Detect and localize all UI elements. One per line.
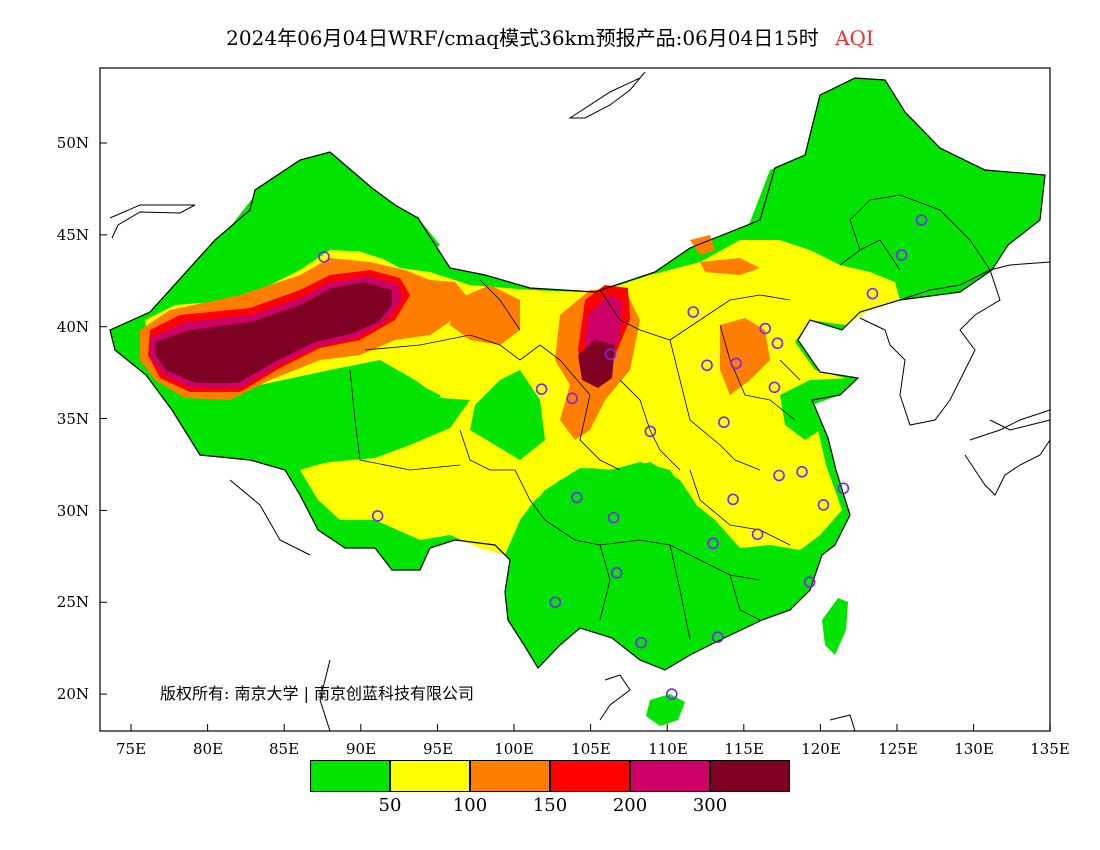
station-marker [803,576,816,588]
lat-label-40n: 40N [56,318,89,336]
legend-swatch-moderate [390,760,470,792]
lon-label-85e: 85E [268,740,300,758]
aqi-good-xinjiang-north [220,152,440,262]
station-marker [610,567,623,579]
station-marker [768,381,781,394]
legend-label-100: 100 [452,795,488,816]
legend-swatch-very-unhealthy [630,760,710,792]
station-marker [549,596,562,609]
station-marker [866,287,879,300]
lat-label-25n: 25N [56,593,89,611]
station-marker [727,493,739,506]
lon-label-105e: 105E [571,740,611,758]
legend-label-300: 300 [692,795,728,816]
legend-swatch-good [310,760,390,792]
aqi-good-shandong [780,378,855,440]
station-marker [635,636,647,649]
province-boundaries [349,194,991,641]
station-marker [751,528,764,541]
lon-label-110e: 110E [648,740,688,758]
station-marker [837,482,850,495]
map-title: 2024年06月04日WRF/cmaq模式36km预报产品:06月04日15时 … [0,22,1100,51]
lon-label-100e: 100E [494,740,534,758]
aqi-hazardous-tarim [155,282,392,383]
station-marker [535,383,548,395]
station-marker [318,251,330,263]
legend-label-200: 200 [612,795,648,816]
lon-label-80e: 80E [192,740,224,758]
legend-swatch-hazardous [710,760,790,792]
station-marker [895,249,908,261]
station-marker [915,214,928,226]
aqi-good-qinghai [290,375,445,468]
legend-label-150: 150 [532,795,568,816]
station-marker [566,392,579,405]
station-marker [796,466,808,478]
station-marker [707,537,719,550]
station-marker [771,337,784,350]
map-title-main: 2024年06月04日WRF/cmaq模式36km预报产品:06月04日15时 [226,26,819,50]
map-frame [99,67,1051,732]
station-marker [644,425,657,438]
lon-label-120e: 120E [801,740,841,758]
aqi-usg-inner-mongolia [450,285,520,345]
legend-swatch-unhealthy [550,760,630,792]
station-marker [759,322,772,335]
lon-label-75e: 75E [115,740,147,758]
station-marker [371,510,384,522]
lon-label-95e: 95E [422,740,454,758]
lon-label-90e: 90E [345,740,377,758]
station-marker [607,511,620,524]
lat-label-45n: 45N [56,226,89,244]
coastlines [109,71,1050,731]
legend-swatch-usg [470,760,550,792]
copyright-notice: 版权所有: 南京大学 | 南京创蓝科技有限公司 [160,684,475,703]
lon-label-125e: 125E [878,740,918,758]
lat-label-20n: 20N [56,685,89,703]
aqi-good-northeast [745,78,1045,296]
station-marker [604,348,617,361]
lat-label-30n: 30N [56,502,89,520]
lon-label-135e: 135E [1030,740,1070,758]
aqi-usg-northeast-strip [690,235,760,275]
lon-label-130e: 130E [954,740,994,758]
legend-label-50: 50 [378,795,402,816]
lon-label-115e: 115E [724,740,764,758]
station-marker [687,306,700,318]
lat-label-50n: 50N [56,134,89,152]
china-outline [109,77,1046,671]
station-marker [665,688,678,700]
station-marker [718,416,730,429]
aqi-good-south [505,462,810,670]
station-marker [730,357,742,370]
lat-label-35n: 35N [56,410,89,428]
variable-label: AQI [835,26,874,50]
axis-ticks [100,142,1051,731]
taiwan-island [822,598,848,655]
hainan-island [646,694,685,726]
station-marker [711,631,724,643]
station-marker [773,469,785,482]
station-marker [817,499,830,511]
station-marker [701,359,713,372]
aqi-usg-hebei [720,318,770,395]
station-markers [318,214,928,700]
station-marker [571,491,583,504]
aqi-good-gansu [470,370,545,460]
